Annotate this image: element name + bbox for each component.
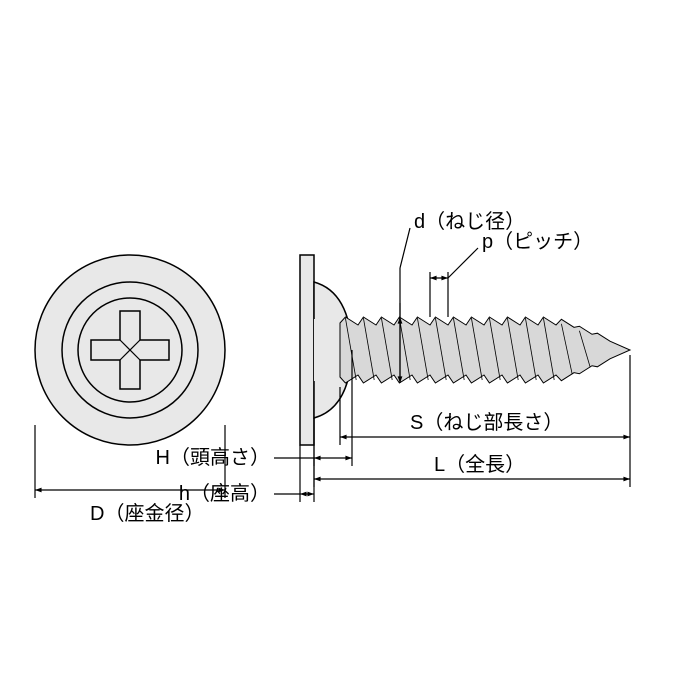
label-L: L（全長） [434,453,525,476]
label-S: S（ねじ部長さ） [410,411,563,434]
label-D: D（座金径） [90,502,204,525]
label-d: d（ねじ径） [414,210,525,233]
thread-body [340,317,630,383]
washer-side [300,255,314,445]
label-H: H（頭高さ） [156,446,270,469]
label-p: p（ピッチ） [482,230,593,253]
label-h: h（座高） [179,482,270,505]
